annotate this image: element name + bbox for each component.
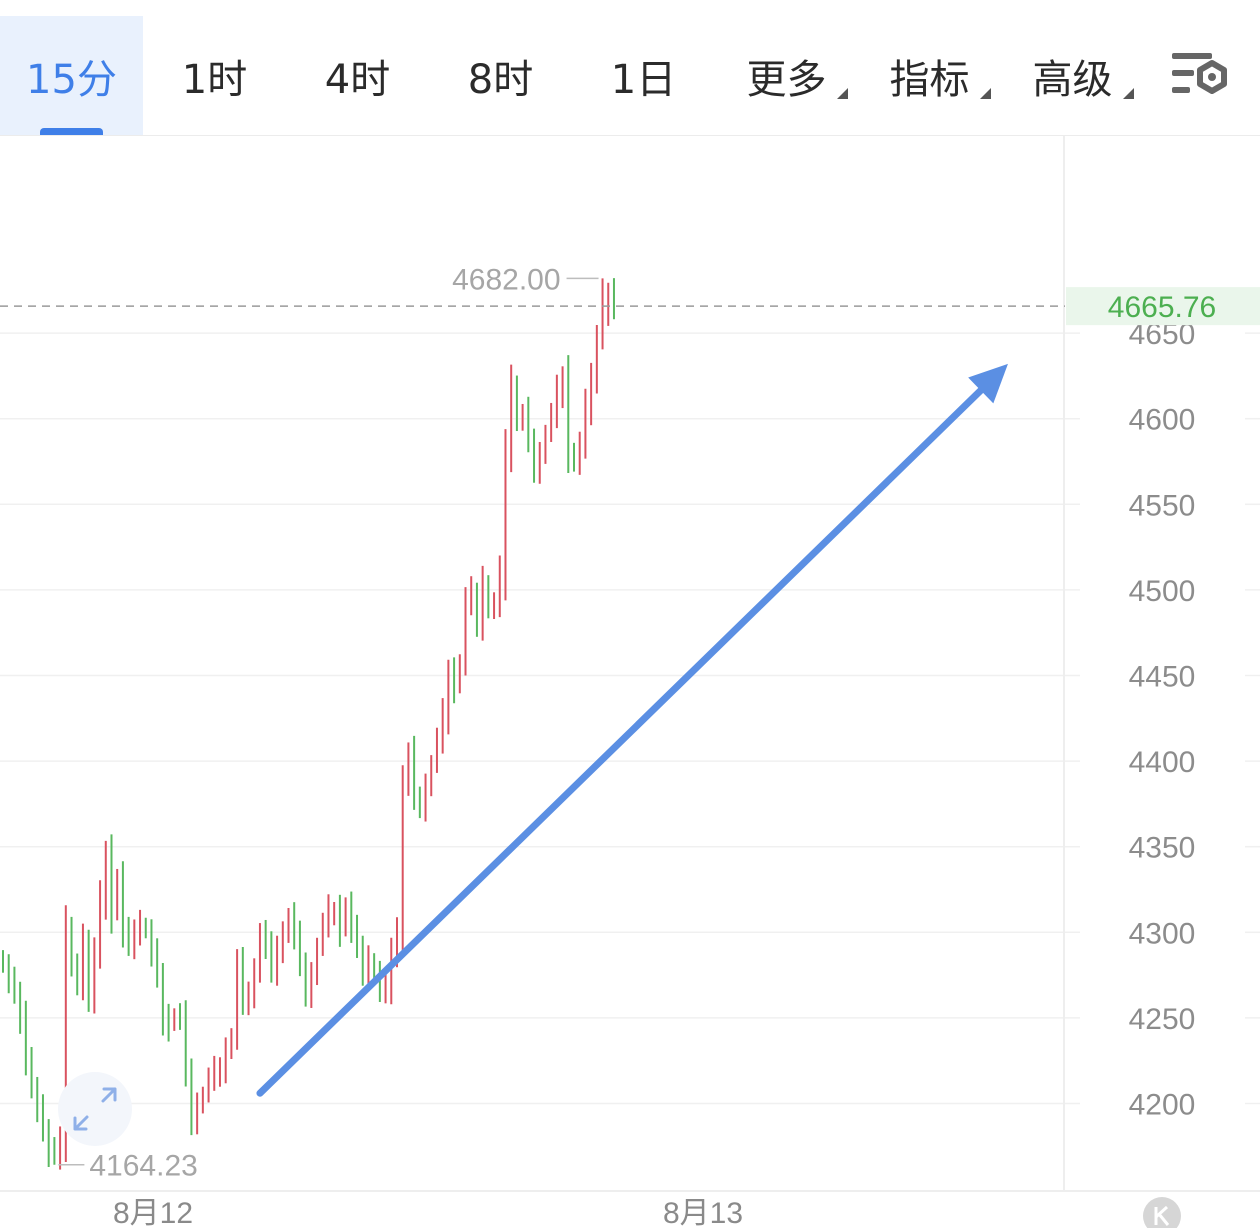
tab-indicators[interactable]: 指标 bbox=[858, 16, 1001, 135]
tab-1day[interactable]: 1日 bbox=[572, 16, 715, 135]
x-tick-label-aug12: 8月12 bbox=[113, 1197, 193, 1228]
tab-1hour[interactable]: 1时 bbox=[143, 16, 286, 135]
expand-arrows-icon[interactable] bbox=[58, 1072, 132, 1146]
current-price-label: 4665.76 bbox=[1108, 291, 1216, 324]
trend-arrow-head bbox=[968, 363, 1008, 404]
tab-label: 4时 bbox=[324, 56, 391, 103]
tab-15min[interactable]: 15分 bbox=[0, 16, 143, 135]
high-price-label: 4682.00 bbox=[452, 263, 560, 296]
grid-lines bbox=[0, 332, 1260, 1105]
tab-label: 高级 bbox=[1032, 56, 1113, 103]
y-tick-label: 4400 bbox=[1129, 746, 1196, 779]
chart-settings-gear-icon[interactable] bbox=[1170, 50, 1232, 102]
tab-8hour[interactable]: 8时 bbox=[429, 16, 572, 135]
dropdown-caret-icon bbox=[1123, 88, 1134, 99]
candlestick-chart[interactable]: 4200425043004350440044504500455046004650… bbox=[0, 136, 1260, 1228]
y-tick-label: 4500 bbox=[1129, 575, 1196, 608]
active-tab-indicator bbox=[40, 128, 103, 135]
current-price-badge bbox=[1066, 287, 1260, 326]
x-tick-label-aug13: 8月13 bbox=[663, 1197, 743, 1228]
trend-arrow-shaft bbox=[256, 385, 986, 1097]
candles bbox=[2, 278, 615, 1170]
tab-label: 15分 bbox=[26, 56, 117, 103]
y-tick-label: 4350 bbox=[1129, 832, 1196, 865]
y-tick-label: 4600 bbox=[1129, 404, 1196, 437]
tab-advanced[interactable]: 高级 bbox=[1001, 16, 1144, 135]
trend-arrow bbox=[256, 363, 1008, 1097]
tab-label: 1时 bbox=[181, 56, 248, 103]
y-tick-label: 4300 bbox=[1129, 917, 1196, 950]
timeframe-toolbar: 15分 1时 4时 8时 1日 更多 指标 高级 bbox=[0, 0, 1260, 136]
y-tick-label: 4550 bbox=[1129, 489, 1196, 522]
y-tick-label: 4450 bbox=[1129, 661, 1196, 694]
y-tick-label: 4250 bbox=[1129, 1003, 1196, 1036]
tab-more[interactable]: 更多 bbox=[715, 16, 858, 135]
dropdown-caret-icon bbox=[980, 88, 991, 99]
tab-label: 8时 bbox=[467, 56, 534, 103]
dropdown-caret-icon bbox=[837, 88, 848, 99]
k-circle-icon[interactable] bbox=[1143, 1197, 1181, 1228]
tab-label: 更多 bbox=[746, 56, 827, 103]
tab-4hour[interactable]: 4时 bbox=[286, 16, 429, 135]
low-price-label: 4164.23 bbox=[89, 1150, 197, 1183]
tab-label: 1日 bbox=[610, 56, 677, 103]
tab-label: 指标 bbox=[889, 56, 970, 103]
y-tick-label: 4200 bbox=[1129, 1089, 1196, 1122]
